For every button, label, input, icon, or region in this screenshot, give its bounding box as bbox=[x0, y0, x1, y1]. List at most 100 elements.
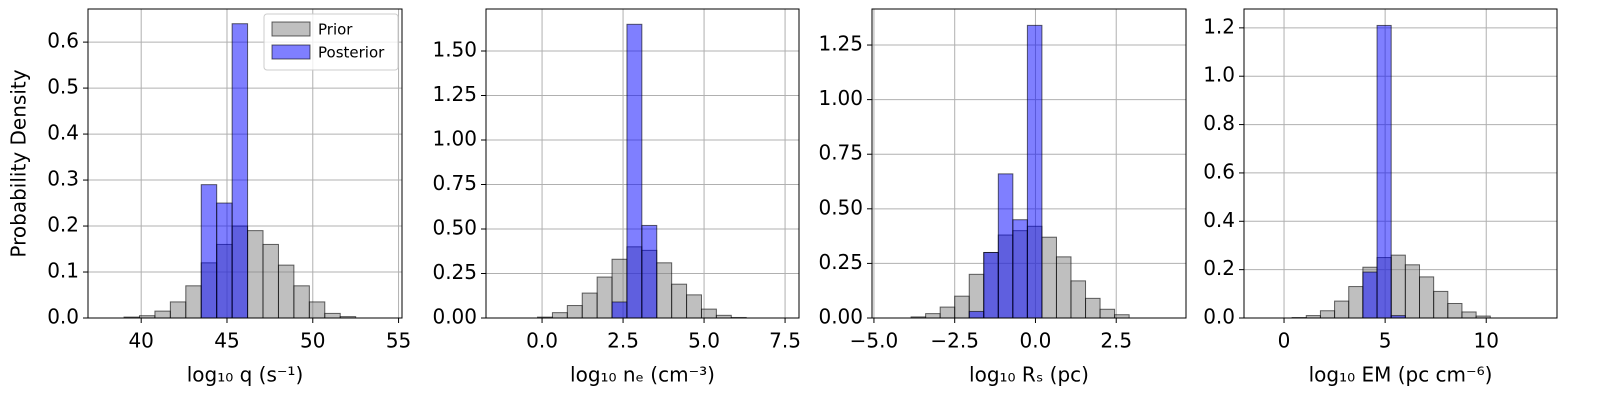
x-tick-label: 40 bbox=[128, 329, 153, 353]
axes-frame bbox=[1243, 8, 1558, 319]
x-tick-label: −5.0 bbox=[850, 329, 899, 353]
y-tick-label: 0.6 bbox=[1203, 159, 1235, 183]
bar bbox=[1070, 280, 1087, 319]
bar bbox=[154, 310, 171, 319]
x-tick-label: 0 bbox=[1278, 329, 1291, 353]
y-axis-label: Probability Density bbox=[7, 69, 31, 257]
x-axis-label: log₁₀ Rₛ (pc) bbox=[969, 363, 1089, 387]
y-tick-label: 1.2 bbox=[1203, 14, 1235, 38]
bar bbox=[968, 310, 985, 319]
x-axis-label: log₁₀ EM (pc cm⁻⁶) bbox=[1309, 363, 1493, 387]
bar bbox=[1404, 264, 1421, 319]
bar bbox=[611, 301, 628, 319]
bar bbox=[231, 23, 249, 319]
y-tick-label: 0.2 bbox=[47, 213, 79, 237]
bar bbox=[262, 243, 279, 319]
y-tick-label: 0.0 bbox=[1203, 305, 1235, 329]
y-tick-label: 0.50 bbox=[432, 216, 477, 240]
y-tick-label: 0.75 bbox=[818, 141, 863, 165]
y-tick-label: 1.25 bbox=[432, 82, 477, 106]
axes-frame bbox=[485, 8, 800, 319]
x-tick-label: 5 bbox=[1379, 329, 1392, 353]
bar bbox=[1447, 302, 1463, 319]
legend-label: Prior bbox=[318, 21, 353, 39]
bar bbox=[700, 308, 717, 319]
y-tick-label: 0.50 bbox=[818, 195, 863, 219]
bar bbox=[581, 292, 598, 319]
bar bbox=[324, 312, 341, 319]
x-tick-label: 10 bbox=[1474, 329, 1499, 353]
bar bbox=[1085, 297, 1101, 319]
bar bbox=[169, 301, 187, 319]
axes-frame bbox=[871, 8, 1187, 319]
x-tick-label: 2.5 bbox=[1100, 329, 1132, 353]
x-tick-label: −2.5 bbox=[930, 329, 979, 353]
x-tick-label: 0.0 bbox=[526, 329, 558, 353]
y-tick-label: 0.00 bbox=[432, 305, 477, 329]
bar bbox=[1362, 271, 1378, 319]
y-tick-label: 1.00 bbox=[818, 86, 863, 110]
bar bbox=[200, 184, 218, 319]
bar bbox=[1461, 311, 1477, 319]
bar bbox=[671, 283, 688, 319]
bar bbox=[939, 306, 956, 319]
x-tick-label: 50 bbox=[300, 329, 325, 353]
y-tick-label: 0.1 bbox=[47, 259, 79, 283]
bar bbox=[1348, 286, 1364, 319]
bar bbox=[1419, 276, 1435, 319]
bar bbox=[1099, 308, 1116, 319]
x-tick-label: 2.5 bbox=[607, 329, 639, 353]
y-tick-label: 0.5 bbox=[47, 75, 79, 99]
bar bbox=[626, 23, 643, 319]
y-tick-label: 0.0 bbox=[47, 305, 79, 329]
y-tick-label: 0.8 bbox=[1203, 111, 1235, 135]
y-tick-label: 1.25 bbox=[818, 32, 863, 56]
bar bbox=[308, 301, 326, 319]
y-tick-label: 1.00 bbox=[432, 127, 477, 151]
y-tick-label: 0.00 bbox=[818, 305, 863, 329]
bar bbox=[1012, 219, 1028, 319]
bar bbox=[1334, 300, 1350, 319]
y-tick-label: 0.4 bbox=[47, 121, 79, 145]
bar bbox=[551, 312, 568, 319]
axes-frame bbox=[87, 8, 403, 319]
x-tick-label: 7.5 bbox=[769, 329, 801, 353]
bar bbox=[686, 294, 702, 319]
y-tick-label: 0.25 bbox=[432, 260, 477, 284]
bar bbox=[1433, 290, 1449, 319]
bar bbox=[925, 313, 941, 319]
bar bbox=[954, 295, 970, 319]
x-tick-label: 5.0 bbox=[688, 329, 720, 353]
bar bbox=[293, 285, 310, 319]
x-axis-label: log₁₀ q (s⁻¹) bbox=[187, 363, 304, 387]
bar bbox=[1055, 256, 1072, 319]
bar bbox=[216, 202, 233, 319]
bar bbox=[1026, 24, 1043, 319]
y-tick-label: 0.25 bbox=[818, 250, 863, 274]
x-tick-label: 45 bbox=[214, 329, 239, 353]
y-tick-label: 0.6 bbox=[47, 29, 79, 53]
bar bbox=[997, 173, 1014, 319]
legend-swatch bbox=[271, 44, 311, 60]
bar bbox=[247, 230, 264, 319]
bar bbox=[656, 262, 673, 319]
y-tick-label: 1.50 bbox=[432, 38, 477, 62]
bar bbox=[185, 285, 202, 319]
bar bbox=[983, 251, 999, 319]
y-tick-label: 0.2 bbox=[1203, 256, 1235, 280]
bar bbox=[566, 305, 583, 319]
y-tick-label: 1.0 bbox=[1203, 63, 1235, 87]
bar bbox=[641, 224, 658, 319]
bar bbox=[1319, 310, 1336, 319]
legend-label: Posterior bbox=[318, 44, 385, 62]
bar bbox=[596, 276, 613, 319]
y-tick-label: 0.4 bbox=[1203, 208, 1235, 232]
bar bbox=[1376, 24, 1392, 319]
x-axis-label: log₁₀ nₑ (cm⁻³) bbox=[570, 363, 715, 387]
bar bbox=[1041, 236, 1057, 319]
x-tick-label: 0.0 bbox=[1020, 329, 1052, 353]
bar bbox=[277, 264, 295, 319]
legend-swatch bbox=[271, 21, 311, 37]
x-tick-label: 55 bbox=[386, 329, 411, 353]
